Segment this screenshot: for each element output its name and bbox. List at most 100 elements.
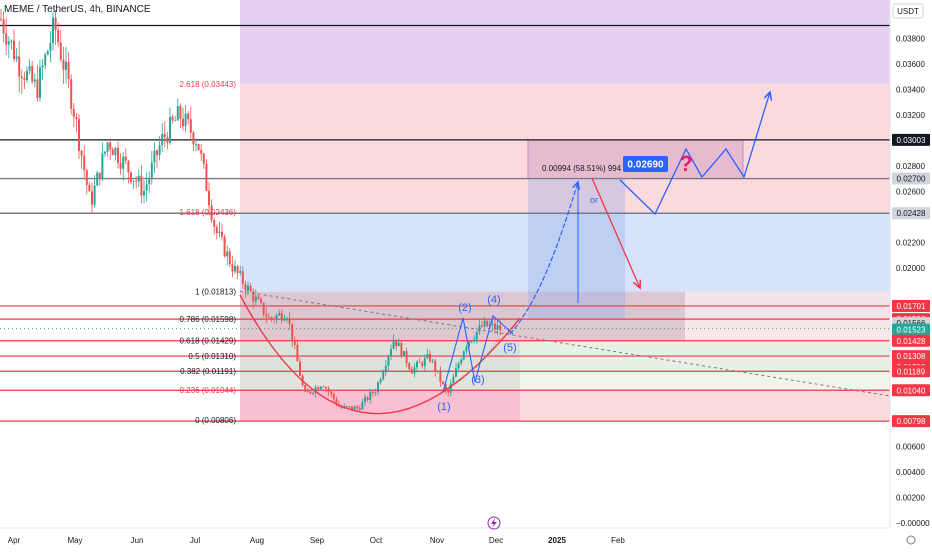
candle-body xyxy=(267,316,270,318)
candle-body xyxy=(85,170,88,185)
horizontal-levels xyxy=(0,24,890,422)
time-axis[interactable]: Apr May Jun Jul Aug Sep Oct Nov Dec 2025 Feb xyxy=(0,516,932,550)
candle-body xyxy=(62,59,65,70)
candle-body xyxy=(291,323,294,342)
time-tick: May xyxy=(67,536,82,545)
bear-arrow xyxy=(591,177,640,288)
price-tick: −0.00000 xyxy=(896,519,930,528)
candle-body xyxy=(247,285,249,291)
candle-body xyxy=(486,320,489,327)
candle-body xyxy=(91,191,93,205)
candle-body xyxy=(65,61,67,70)
candle-body xyxy=(202,153,205,164)
time-tick: Jul xyxy=(190,536,200,545)
candle-body xyxy=(104,151,106,154)
candle-body xyxy=(184,113,187,127)
candle-body xyxy=(182,118,184,127)
trend-line-dashed xyxy=(239,290,891,397)
price-label: 0.01308 xyxy=(897,352,926,361)
candle-body xyxy=(195,144,197,145)
candle-body xyxy=(431,360,434,362)
candle-body xyxy=(361,402,364,410)
candle-body xyxy=(124,156,127,161)
projection-arrow-up xyxy=(509,182,578,335)
fib-label-5: 0.5 (0.01310) xyxy=(188,352,236,361)
candle-body xyxy=(239,271,242,273)
candle-body xyxy=(192,132,195,145)
candle-body xyxy=(423,357,426,366)
candle-body xyxy=(416,361,418,368)
price-tick: 0.03800 xyxy=(896,34,925,43)
candle-body xyxy=(93,185,96,205)
candles xyxy=(0,8,502,412)
candle-body xyxy=(252,291,255,302)
candle-body xyxy=(39,67,41,98)
price-label: 0.01428 xyxy=(897,337,926,346)
candle-body xyxy=(455,368,457,377)
drawings: 0.00994 (58.51%) 994 0.02690 or? (1) (2) (3) (… xyxy=(239,92,891,415)
candle-body xyxy=(377,382,379,393)
candle-body xyxy=(208,190,210,206)
candle-body xyxy=(327,388,330,392)
candle-body xyxy=(221,231,223,237)
candle-body xyxy=(213,219,216,227)
price-tick: 0.03200 xyxy=(896,111,925,120)
candle-body xyxy=(351,406,353,410)
candle-body xyxy=(478,325,481,332)
fib-label-8: 0 (0.00806) xyxy=(195,416,236,425)
candle-body xyxy=(140,175,143,196)
candle-body xyxy=(33,79,36,82)
candle-body xyxy=(49,42,52,52)
candle-body xyxy=(75,116,78,120)
candle-body xyxy=(254,296,257,302)
candle-body xyxy=(374,392,377,394)
time-tick: Jun xyxy=(131,536,144,545)
candle-body xyxy=(358,408,361,410)
candle-body xyxy=(260,299,262,303)
candle-body xyxy=(410,368,413,374)
candle-body xyxy=(26,70,28,81)
candle-body xyxy=(179,106,182,119)
candle-body xyxy=(408,363,411,369)
candle-body xyxy=(83,155,86,171)
candle-body xyxy=(286,318,288,320)
candle-body xyxy=(369,392,372,401)
candle-body xyxy=(439,370,442,382)
candle-body xyxy=(36,79,39,98)
candle-body xyxy=(356,406,359,409)
candle-body xyxy=(325,387,327,389)
bull-path xyxy=(619,92,770,216)
candle-body xyxy=(0,19,2,20)
price-tick: 0.03600 xyxy=(896,60,925,69)
candle-body xyxy=(23,78,26,81)
time-tick: Feb xyxy=(611,536,625,545)
candle-body xyxy=(340,406,343,409)
or-label: or xyxy=(590,195,598,205)
candle-body xyxy=(7,41,10,45)
candle-body xyxy=(494,323,496,330)
price-axis[interactable]: 0.03800 0.03600 0.03400 0.03200 0.02800 0.026… xyxy=(889,0,932,550)
candle-body xyxy=(426,354,429,358)
candle-body xyxy=(54,17,57,31)
price-label-bg xyxy=(892,350,930,363)
price-label-bg xyxy=(892,207,930,220)
candle-body xyxy=(481,325,483,327)
candle-body xyxy=(421,362,424,366)
candle-body xyxy=(80,150,83,156)
question-mark: ? xyxy=(679,151,692,176)
price-label-bg xyxy=(892,323,930,336)
price-tick: 0.00200 xyxy=(896,493,925,502)
fib-label-7: 0.236 (0.01044) xyxy=(180,386,237,395)
candle-body xyxy=(228,251,231,265)
candle-body xyxy=(161,133,164,146)
price-tick: 0.03400 xyxy=(896,85,925,94)
candle-body xyxy=(70,79,73,109)
candle-body xyxy=(460,359,463,364)
candle-body xyxy=(143,190,145,196)
fib-label-2: 1 (0.01813) xyxy=(195,288,236,297)
candle-body xyxy=(132,180,135,182)
candle-body xyxy=(278,313,281,316)
candle-body xyxy=(442,381,444,384)
